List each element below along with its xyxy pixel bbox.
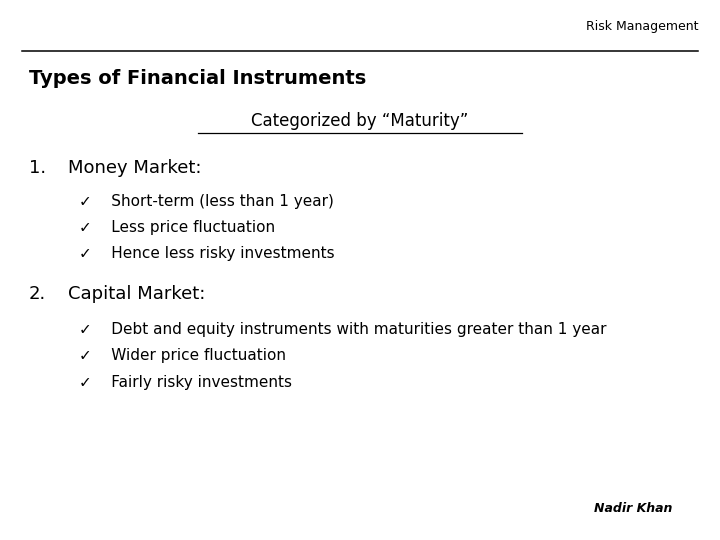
Text: 1.: 1. [29, 159, 46, 178]
Text: Capital Market:: Capital Market: [68, 285, 206, 303]
Text: Types of Financial Instruments: Types of Financial Instruments [29, 69, 366, 88]
Text: 2.: 2. [29, 285, 46, 303]
Text: ✓    Hence less risky investments: ✓ Hence less risky investments [79, 246, 335, 261]
Text: Categorized by “Maturity”: Categorized by “Maturity” [251, 112, 469, 131]
Text: Nadir Khan: Nadir Khan [595, 502, 672, 515]
Text: ✓    Fairly risky investments: ✓ Fairly risky investments [79, 375, 292, 390]
Text: ✓    Short-term (less than 1 year): ✓ Short-term (less than 1 year) [79, 194, 334, 209]
Text: Risk Management: Risk Management [586, 21, 698, 33]
Text: ✓    Debt and equity instruments with maturities greater than 1 year: ✓ Debt and equity instruments with matur… [79, 322, 607, 337]
Text: ✓    Wider price fluctuation: ✓ Wider price fluctuation [79, 348, 287, 363]
Text: ✓    Less price fluctuation: ✓ Less price fluctuation [79, 220, 275, 235]
Text: Money Market:: Money Market: [68, 159, 202, 178]
